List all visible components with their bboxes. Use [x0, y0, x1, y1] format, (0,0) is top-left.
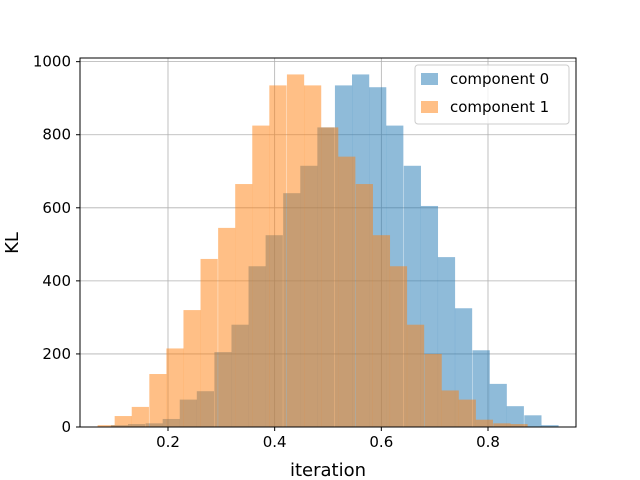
histogram-bar-component-1: [131, 406, 149, 427]
histogram-bar-component-1: [424, 353, 442, 427]
histogram-bar-component-1: [149, 374, 167, 427]
y-tick-label: 800: [42, 126, 71, 144]
x-tick-label: 0.8: [476, 433, 500, 451]
x-axis-title: iteration: [290, 460, 366, 480]
histogram-bar-component-1: [304, 85, 322, 427]
histogram-bar-component-1: [338, 156, 356, 428]
x-tick-label: 0.6: [369, 433, 393, 451]
plot-frame: [79, 57, 577, 428]
histogram-bar-component-1: [235, 184, 253, 427]
histogram-bar-component-1: [286, 74, 305, 427]
histogram-bar-component-0: [541, 425, 559, 427]
y-axis-title: KL: [2, 232, 23, 254]
histogram-bar-component-1: [510, 424, 528, 427]
histogram-bar-component-1: [114, 416, 132, 427]
histogram-bars: [97, 74, 559, 428]
histogram-bar-component-1: [355, 184, 373, 427]
histogram-bar-component-1: [166, 348, 184, 427]
histogram-bar-component-1: [321, 127, 339, 428]
y-tick-label: 600: [42, 199, 71, 217]
y-tick-label: 1000: [33, 53, 71, 71]
histogram-bar-component-1: [372, 235, 391, 427]
y-tick-label: 400: [42, 272, 71, 290]
histogram-bar-component-0: [437, 257, 456, 427]
x-tick-label: 0.4: [263, 433, 287, 451]
legend: component 0 component 1: [414, 64, 570, 125]
histogram-bar-component-0: [489, 383, 507, 427]
axis-ticks: 0.2 0.4 0.6 0.8 0 200 400 600 800 1000: [33, 53, 500, 451]
histogram-bar-component-0: [454, 308, 473, 427]
legend-swatch-component-1: [421, 101, 438, 113]
legend-box: [414, 64, 570, 125]
histogram-bar-component-1: [406, 324, 425, 427]
histogram-bar-component-0: [472, 350, 490, 427]
histogram-bar-component-1: [458, 399, 476, 427]
histogram-bar-component-1: [441, 390, 459, 427]
x-tick-label: 0.2: [156, 433, 180, 451]
histogram-bar-component-1: [218, 227, 236, 427]
histogram-bar-component-1: [269, 85, 287, 427]
histogram-bar-component-1: [389, 266, 408, 427]
histogram-bar-component-1: [183, 310, 201, 427]
histogram-bar-component-1: [493, 423, 511, 427]
histogram-bar-component-0: [524, 415, 542, 427]
legend-label-component-0: component 0: [450, 70, 549, 88]
y-tick-label: 0: [61, 418, 71, 436]
histogram-bar-component-1: [97, 425, 115, 427]
histogram-bar-component-1: [200, 258, 218, 427]
legend-swatch-component-0: [421, 73, 438, 85]
y-tick-label: 200: [42, 345, 71, 363]
histogram-bar-component-0: [506, 406, 524, 427]
histogram-bar-component-1: [475, 419, 493, 427]
histogram-bar-component-1: [252, 125, 270, 427]
legend-label-component-1: component 1: [450, 98, 549, 116]
